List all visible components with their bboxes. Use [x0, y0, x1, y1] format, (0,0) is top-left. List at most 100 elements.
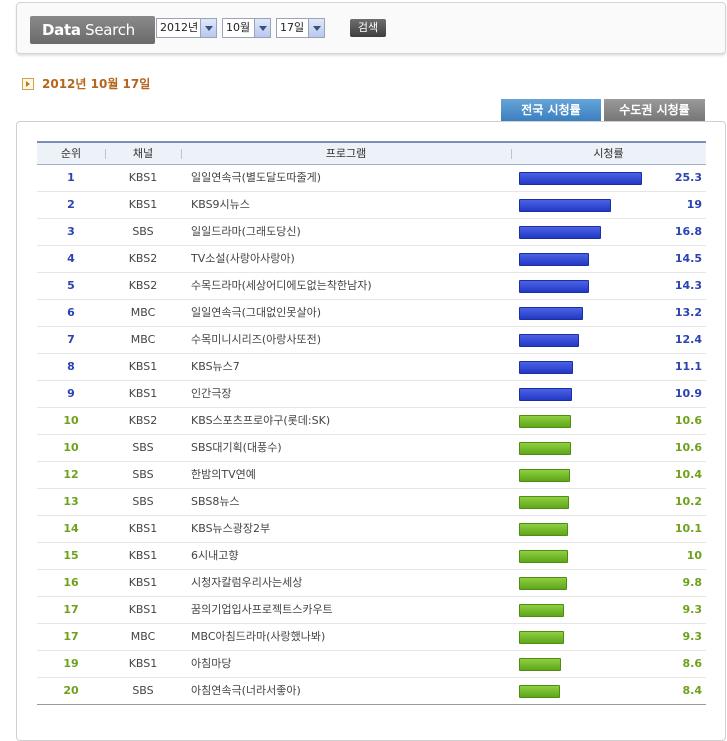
- day-select-value: 17일: [280, 21, 305, 34]
- program-cell: 시청자칼럼우리사는세상: [191, 576, 303, 589]
- program-cell: 일일드라마(그래도당신): [191, 225, 301, 238]
- rank-cell: 5: [67, 279, 75, 292]
- chevron-down-icon[interactable]: [254, 19, 270, 37]
- channel-cell: KBS1: [128, 171, 158, 184]
- header-divider: [181, 149, 182, 159]
- rating-value: 9.8: [682, 576, 703, 589]
- header-channel: 채널: [132, 147, 154, 160]
- rank-cell: 19: [63, 657, 79, 670]
- table-row: 19 KBS1 아침마당 8.6: [37, 651, 706, 678]
- year-select[interactable]: 2012년: [156, 18, 217, 38]
- rating-bar: [519, 199, 611, 212]
- rank-cell: 2: [67, 198, 75, 211]
- rating-bar: [519, 658, 561, 671]
- rank-cell: 12: [63, 468, 79, 481]
- channel-cell: KBS1: [128, 603, 158, 616]
- rating-value: 12.4: [674, 333, 702, 346]
- rank-cell: 17: [63, 630, 79, 643]
- program-cell: 꿈의기업입사프로젝트스카우트: [191, 603, 333, 616]
- rating-value: 13.2: [674, 306, 702, 319]
- table-row: 13 SBS SBS8뉴스 10.2: [37, 489, 706, 516]
- rank-cell: 9: [67, 387, 75, 400]
- rank-cell: 13: [63, 495, 79, 508]
- chevron-down-icon[interactable]: [308, 19, 324, 37]
- rating-bar: [519, 577, 567, 590]
- rating-bar: [519, 523, 568, 536]
- channel-cell: KBS2: [128, 252, 158, 265]
- tab-national-rating[interactable]: 전국 시청률: [501, 99, 601, 121]
- table-row: 14 KBS1 KBS뉴스광장2부 10.1: [37, 516, 706, 543]
- tab-capital-rating[interactable]: 수도권 시청률: [604, 99, 705, 121]
- year-select-value: 2012년: [160, 21, 199, 34]
- day-select[interactable]: 17일: [276, 18, 325, 38]
- rating-value: 10.1: [674, 522, 702, 535]
- program-cell: 수목미니시리즈(아랑사또전): [191, 333, 322, 346]
- table-row: 5 KBS2 수목드라마(세상어디에도없는착한남자) 14.3: [37, 273, 706, 300]
- header-divider: [105, 149, 106, 159]
- rating-bar: [519, 631, 564, 644]
- table-header: 순위 채널 프로그램 시청률: [37, 141, 706, 165]
- header-rank: 순위: [60, 147, 82, 160]
- program-cell: 수목드라마(세상어디에도없는착한남자): [191, 279, 372, 292]
- month-select[interactable]: 10월: [222, 18, 271, 38]
- rating-bar: [519, 685, 560, 698]
- table-row: 8 KBS1 KBS뉴스7 11.1: [37, 354, 706, 381]
- table-row: 9 KBS1 인간극장 10.9: [37, 381, 706, 408]
- program-cell: KBS뉴스7: [191, 360, 240, 373]
- channel-cell: MBC: [130, 333, 156, 346]
- rating-value: 14.5: [674, 252, 702, 265]
- rank-cell: 7: [67, 333, 75, 346]
- search-button[interactable]: 검색: [350, 19, 386, 37]
- program-cell: 아침연속극(너라서좋아): [191, 684, 301, 697]
- program-cell: 인간극장: [191, 387, 232, 400]
- channel-cell: KBS1: [128, 360, 158, 373]
- rating-value: 10.6: [674, 441, 702, 454]
- rating-bar: [519, 415, 571, 428]
- table-row: 10 KBS2 KBS스포츠프로야구(롯데:SK) 10.6: [37, 408, 706, 435]
- program-cell: KBS9시뉴스: [191, 198, 250, 211]
- program-cell: MBC아침드라마(사랑했나봐): [191, 630, 326, 643]
- table-row: 17 KBS1 꿈의기업입사프로젝트스카우트 9.3: [37, 597, 706, 624]
- table-row: 1 KBS1 일일연속극(별도달도따줄게) 25.3: [37, 165, 706, 192]
- table-row: 3 SBS 일일드라마(그래도당신) 16.8: [37, 219, 706, 246]
- rating-bar: [519, 253, 589, 266]
- channel-cell: KBS1: [128, 657, 158, 670]
- rating-value: 10.4: [674, 468, 702, 481]
- rating-value: 25.3: [674, 171, 702, 184]
- channel-cell: MBC: [130, 306, 156, 319]
- table-row: 17 MBC MBC아침드라마(사랑했나봐) 9.3: [37, 624, 706, 651]
- table-row: 10 SBS SBS대기획(대풍수) 10.6: [37, 435, 706, 462]
- table-row: 2 KBS1 KBS9시뉴스 19: [37, 192, 706, 219]
- rating-bar: [519, 604, 564, 617]
- table-row: 7 MBC 수목미니시리즈(아랑사또전) 12.4: [37, 327, 706, 354]
- table-body: 1 KBS1 일일연속극(별도달도따줄게) 25.3 2 KBS1 KBS9시뉴스 19 3 SB…: [37, 165, 706, 705]
- channel-cell: KBS1: [128, 549, 158, 562]
- table-row: 12 SBS 한밤의TV연예 10.4: [37, 462, 706, 489]
- rating-value: 9.3: [682, 603, 703, 616]
- program-cell: 6시내고향: [191, 549, 239, 562]
- rating-bar: [519, 442, 571, 455]
- channel-cell: KBS1: [128, 576, 158, 589]
- rank-cell: 15: [63, 549, 79, 562]
- program-cell: KBS뉴스광장2부: [191, 522, 271, 535]
- channel-cell: KBS1: [128, 198, 158, 211]
- chevron-down-icon[interactable]: [200, 19, 216, 37]
- rating-bar: [519, 307, 583, 320]
- table-row: 20 SBS 아침연속극(너라서좋아) 8.4: [37, 678, 706, 705]
- rank-cell: 4: [67, 252, 75, 265]
- rating-value: 10.6: [674, 414, 702, 427]
- program-cell: 아침마당: [191, 657, 232, 670]
- header-rating: 시청률: [593, 147, 624, 160]
- program-cell: KBS스포츠프로야구(롯데:SK): [191, 414, 331, 427]
- rating-bar: [519, 280, 589, 293]
- rank-cell: 14: [63, 522, 79, 535]
- rating-value: 16.8: [674, 225, 702, 238]
- month-select-value: 10월: [226, 21, 251, 34]
- program-cell: 일일연속극(그대없인못살아): [191, 306, 322, 319]
- rating-value: 19: [686, 198, 702, 211]
- rating-bar: [519, 334, 579, 347]
- search-box: Data Search 2012년 10월 17일 검색: [16, 2, 726, 54]
- rating-value: 8.6: [682, 657, 703, 670]
- ratings-table: 순위 채널 프로그램 시청률 1 KBS1 일일연속극(별도달도따줄게) 25.3 2 K…: [37, 141, 706, 705]
- rank-cell: 17: [63, 603, 79, 616]
